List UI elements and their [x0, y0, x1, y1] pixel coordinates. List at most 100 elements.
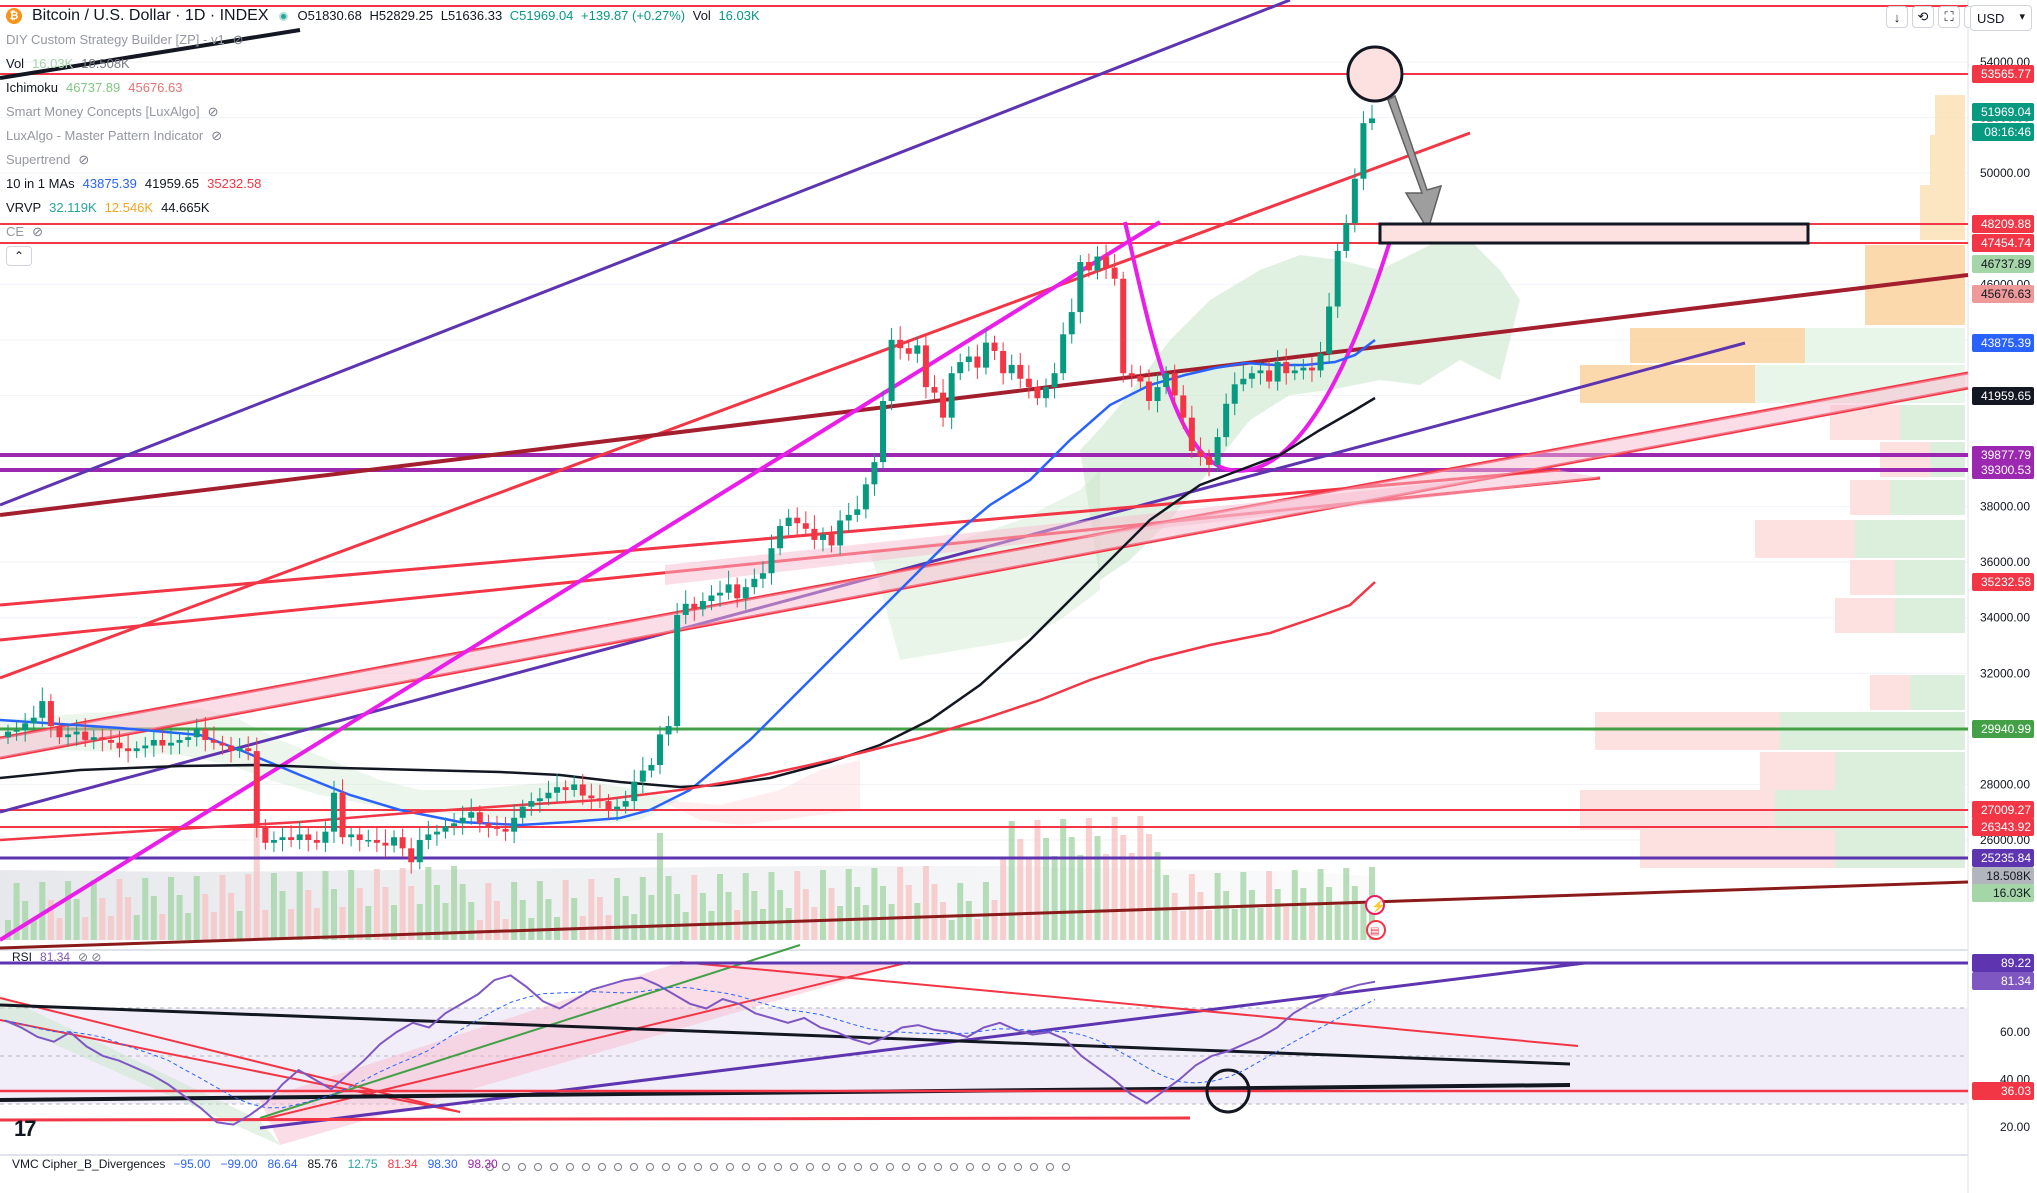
- fullscreen-icon[interactable]: ⛶: [1938, 6, 1960, 28]
- trendline-darkred[interactable]: [0, 273, 1969, 517]
- trendline-red-upper[interactable]: [0, 131, 1471, 680]
- volume-bar: [717, 874, 724, 940]
- price-axis-label[interactable]: 29940.99: [1972, 720, 2034, 738]
- high-value: H52829.25: [369, 8, 434, 23]
- rsi-circle-marker[interactable]: [1205, 1068, 1251, 1114]
- down-arrow[interactable]: [1387, 94, 1443, 232]
- indicator-row[interactable]: LuxAlgo - Master Pattern Indicator ⊘: [6, 124, 764, 148]
- rsi-axis-label[interactable]: 36.03: [1972, 1082, 2034, 1100]
- price-axis-label[interactable]: 16.03K: [1972, 884, 2034, 902]
- hidden-eye-icon[interactable]: ⊘: [232, 32, 244, 47]
- volume-bar: [1308, 906, 1315, 940]
- price-axis-label[interactable]: 47454.74: [1972, 234, 2034, 252]
- rsi-red-trend[interactable]: [679, 961, 1579, 1047]
- candle-body: [579, 784, 586, 796]
- hidden-eye-icon[interactable]: ⊘: [78, 152, 90, 167]
- hidden-eye-icon[interactable]: ⊘: [32, 224, 43, 239]
- price-axis-label[interactable]: 43875.39: [1972, 334, 2034, 352]
- indicator-row[interactable]: Smart Money Concepts [LuxAlgo] ⊘: [6, 100, 764, 124]
- rsi-axis-label[interactable]: 81.34: [1972, 972, 2034, 990]
- symbol-header[interactable]: ₿ Bitcoin / U.S. Dollar · 1D · INDEX O51…: [6, 4, 764, 28]
- price-axis-label[interactable]: 35232.58: [1972, 573, 2034, 591]
- trendline-purple-upper[interactable]: [0, 0, 1291, 507]
- price-axis-label[interactable]: 08:16:46: [1972, 123, 2034, 141]
- flag-icon[interactable]: [1366, 920, 1386, 940]
- candle-body: [1085, 262, 1092, 271]
- indicator-row[interactable]: 10 in 1 MAs 43875.39 41959.65 35232.58: [6, 172, 764, 196]
- price-axis-label[interactable]: 46737.89: [1972, 255, 2034, 273]
- candle-body: [408, 848, 415, 863]
- vmc-dot: [646, 1163, 654, 1171]
- rsi-settings-icon[interactable]: ⊘ ⊘: [78, 950, 102, 964]
- price-axis-label[interactable]: 27009.27: [1972, 801, 2034, 819]
- volume-bar: [1085, 818, 1092, 940]
- rsi-purple-trend[interactable]: [259, 961, 1586, 1130]
- volume-bar: [1197, 892, 1204, 940]
- price-axis-label[interactable]: 45676.63: [1972, 285, 2034, 303]
- magenta-cup-curve[interactable]: [1123, 221, 1397, 473]
- vmc-dot: [838, 1163, 846, 1171]
- indicator-row[interactable]: CE ⊘: [6, 220, 764, 244]
- indicator-row[interactable]: Vol 16.03K 18.508K: [6, 52, 764, 76]
- price-axis-label[interactable]: 53565.77: [1972, 65, 2034, 83]
- volume-bar: [22, 901, 29, 940]
- vmc-legend[interactable]: VMC Cipher_B_Divergences −95.00 −99.00 86.…: [12, 1157, 498, 1171]
- download-icon[interactable]: ↓: [1886, 6, 1908, 28]
- magenta-wedge-line[interactable]: [0, 220, 1162, 942]
- vmc-dot: [854, 1163, 862, 1171]
- indicator-value: 18.508K: [81, 56, 130, 71]
- candle-body: [433, 831, 440, 835]
- vmc-dot: [774, 1163, 782, 1171]
- indicator-row[interactable]: Supertrend ⊘: [6, 148, 764, 172]
- rsi-label: RSI: [12, 950, 33, 964]
- indicator-name: Ichimoku: [6, 80, 59, 95]
- indicator-row[interactable]: VRVP 32.119K 12.546K 44.665K: [6, 196, 764, 220]
- target-zone-box[interactable]: [1378, 222, 1810, 245]
- trendline-black-top[interactable]: [0, 28, 301, 80]
- candle-body: [982, 342, 989, 368]
- hidden-eye-icon[interactable]: ⊘: [211, 128, 223, 143]
- hidden-eye-icon[interactable]: ⊘: [207, 104, 219, 119]
- vmc-dot: [742, 1163, 750, 1171]
- currency-select[interactable]: USD: [1970, 5, 2032, 31]
- candle-body: [777, 526, 784, 549]
- replay-icon[interactable]: ⟲: [1912, 6, 1934, 28]
- candle-body: [1025, 378, 1032, 388]
- price-axis-label[interactable]: 51969.04: [1972, 103, 2034, 121]
- symbol-title[interactable]: Bitcoin / U.S. Dollar · 1D · INDEX: [32, 7, 269, 24]
- volume-bar: [116, 879, 123, 940]
- rsi-legend[interactable]: RSI 81.34 ⊘ ⊘: [12, 950, 102, 964]
- indicator-row[interactable]: Ichimoku 46737.89 45676.63: [6, 76, 764, 100]
- candle-body: [425, 834, 432, 840]
- volume-bar: [991, 900, 998, 940]
- price-axis-label[interactable]: 26343.92: [1972, 818, 2034, 836]
- price-scale-background[interactable]: [1968, 0, 2037, 1193]
- candles[interactable]: [5, 104, 1375, 874]
- price-axis-label[interactable]: 41959.65: [1972, 387, 2034, 405]
- candle-body: [794, 517, 801, 524]
- price-axis-label[interactable]: 25235.84: [1972, 849, 2034, 867]
- market-status-icon: [278, 11, 288, 21]
- candle-body: [176, 739, 183, 743]
- volume-bar: [1334, 905, 1341, 940]
- price-axis-label[interactable]: 18.508K: [1972, 867, 2034, 885]
- indicator-row[interactable]: DIY Custom Strategy Builder [ZP] - v1 ⊘: [6, 28, 764, 52]
- candle-body: [665, 726, 672, 735]
- volume-bar: [236, 911, 243, 940]
- price-axis-label[interactable]: 39300.53: [1972, 461, 2034, 479]
- trendline-darkred-bottom[interactable]: [0, 880, 1969, 950]
- lightning-icon[interactable]: [1365, 895, 1385, 915]
- bitcoin-icon: ₿: [6, 8, 22, 24]
- vmc-dot: [534, 1163, 542, 1171]
- top-circle-marker[interactable]: [1346, 45, 1404, 103]
- candle-body: [167, 742, 174, 746]
- price-axis-label[interactable]: 39877.79: [1972, 446, 2034, 464]
- rsi-black-support[interactable]: [0, 1083, 1571, 1102]
- candle-body: [330, 792, 337, 832]
- volume-bar: [493, 901, 500, 940]
- collapse-legend-button[interactable]: ⌃: [6, 246, 32, 266]
- price-axis-label[interactable]: 48209.88: [1972, 215, 2034, 233]
- rsi-black-trend[interactable]: [0, 1003, 1571, 1066]
- rsi-axis-label[interactable]: 89.22: [1972, 954, 2034, 972]
